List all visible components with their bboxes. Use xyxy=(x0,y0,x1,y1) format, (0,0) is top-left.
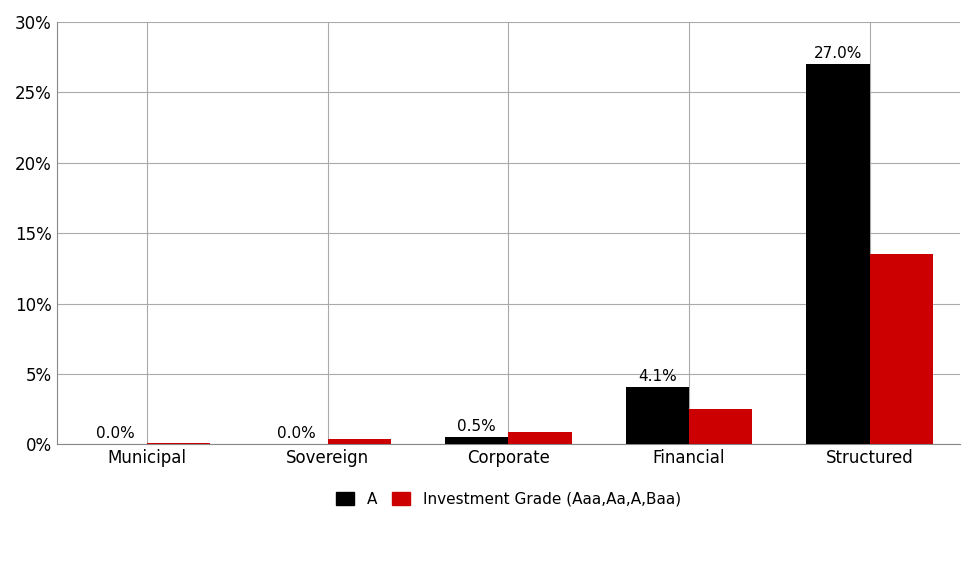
Bar xyxy=(445,437,508,444)
Bar xyxy=(806,64,870,444)
Bar xyxy=(626,387,689,444)
Bar xyxy=(870,254,933,444)
Text: 0.5%: 0.5% xyxy=(457,420,496,435)
Text: 27.0%: 27.0% xyxy=(814,46,862,61)
Text: 0.0%: 0.0% xyxy=(277,427,315,442)
Text: 0.0%: 0.0% xyxy=(96,427,135,442)
Text: 4.1%: 4.1% xyxy=(638,369,677,384)
Legend: A, Investment Grade (Aaa,Aa,A,Baa): A, Investment Grade (Aaa,Aa,A,Baa) xyxy=(330,486,686,513)
Bar xyxy=(508,432,571,444)
Bar xyxy=(689,409,753,444)
Bar xyxy=(328,439,391,444)
Bar xyxy=(147,443,211,444)
